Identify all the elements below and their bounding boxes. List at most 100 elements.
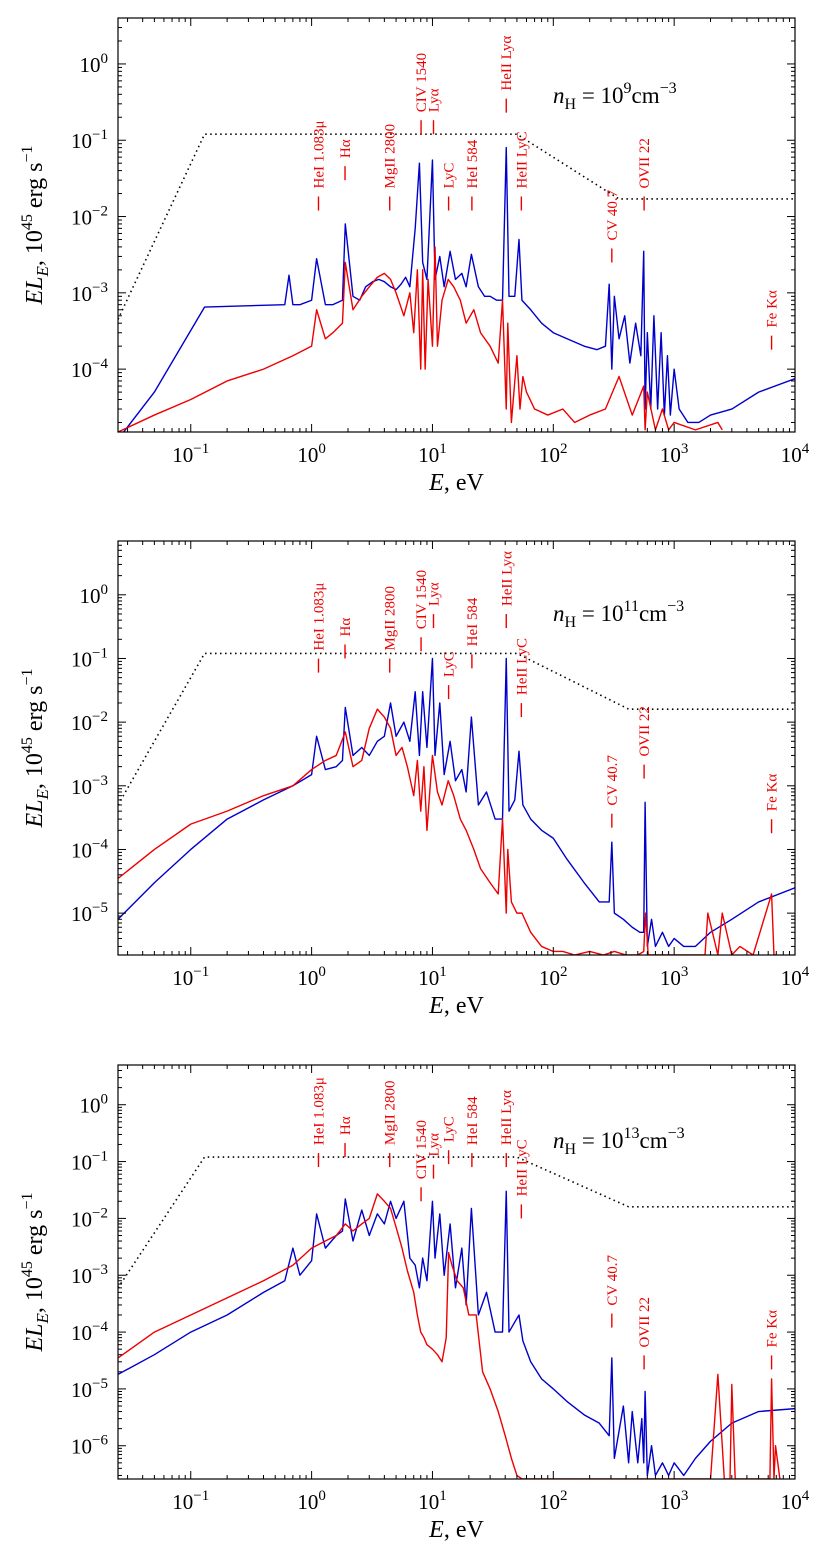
annotation-label: HeII LyC — [514, 1139, 530, 1196]
annotation-label: MgII 2800 — [383, 586, 399, 651]
y-tick-label: 10−1 — [71, 645, 108, 671]
density-label: nH = 109cm−3 — [553, 80, 677, 113]
x-tick-label: 102 — [539, 1488, 568, 1514]
annotation-label: Hα — [338, 1116, 354, 1135]
y-tick-label: 10−2 — [71, 1205, 108, 1231]
x-tick-label: 100 — [297, 964, 326, 990]
series-blue-line — [122, 146, 795, 432]
annotation-label: OVII 22 — [637, 138, 653, 188]
annotation-label: Hα — [338, 139, 354, 158]
y-axis-label: ELE, 1045 erg s−1 — [19, 146, 52, 306]
annotation-label: CIV 1540 — [414, 570, 430, 629]
series-incident-line — [118, 1156, 795, 1289]
x-tick-label: 10−1 — [172, 1488, 209, 1514]
y-axis-label: ELE, 1045 erg s−1 — [19, 1193, 52, 1353]
y-tick-label: 10−2 — [71, 709, 108, 735]
annotation-label: CIV 1540 — [414, 1120, 430, 1179]
annotation-label: LyC — [442, 651, 458, 677]
x-tick-label: 104 — [781, 964, 810, 990]
x-tick-label: 103 — [660, 1488, 689, 1514]
annotation-label: Hα — [338, 618, 354, 637]
density-label: nH = 1011cm−3 — [553, 598, 684, 631]
y-tick-label: 10−2 — [71, 204, 108, 230]
annotation-label: CV 40.7 — [605, 1255, 621, 1306]
annotation-label: HeII Lyα — [499, 1090, 515, 1145]
annotation-label: Lyα — [426, 88, 442, 112]
x-axis-label: E, eV — [428, 993, 484, 1019]
series-blue-line — [118, 657, 795, 948]
x-tick-label: 101 — [418, 441, 447, 467]
annotation-label: MgII 2800 — [383, 124, 399, 189]
y-tick-label: 100 — [80, 51, 109, 77]
annotation-label: OVII 22 — [637, 1297, 653, 1347]
y-tick-label: 100 — [80, 582, 109, 608]
y-axis-label: ELE, 1045 erg s−1 — [19, 669, 52, 829]
annotation-label: Lyα — [426, 582, 442, 606]
series-red-line — [118, 246, 723, 432]
annotation-label: LyC — [442, 1116, 458, 1142]
annotation-label: HeI 584 — [465, 597, 481, 646]
y-tick-label: 10−4 — [71, 1319, 108, 1345]
y-tick-label: 100 — [80, 1092, 109, 1118]
annotation-label: HeII Lyα — [499, 36, 515, 91]
x-tick-label: 104 — [781, 1488, 810, 1514]
annotation-label: HeII LyC — [514, 131, 530, 188]
y-tick-label: 10−5 — [71, 900, 108, 926]
x-tick-label: 102 — [539, 441, 568, 467]
annotation-label: Fe Kα — [765, 1310, 781, 1348]
x-axis-label: E, eV — [428, 470, 484, 496]
y-tick-label: 10−6 — [71, 1433, 108, 1459]
plot-frame — [117, 1064, 796, 1480]
x-tick-label: 10−1 — [172, 441, 209, 467]
series-blue-line — [118, 1190, 795, 1477]
x-tick-label: 101 — [418, 1488, 447, 1514]
x-tick-label: 10−1 — [172, 964, 209, 990]
x-tick-label: 100 — [297, 1488, 326, 1514]
annotation-label: HeI 1.083μ — [311, 583, 327, 651]
x-tick-label: 100 — [297, 441, 326, 467]
density-label: nH = 1013cm−3 — [553, 1125, 685, 1158]
annotation-label: HeI 584 — [465, 139, 481, 188]
series-incident-line — [118, 133, 795, 320]
annotation-label: HeI 584 — [465, 1096, 481, 1145]
series-red-line — [118, 708, 777, 955]
series-incident-line — [118, 652, 795, 806]
annotation-label: CV 40.7 — [605, 189, 621, 240]
y-tick-label: 10−4 — [71, 836, 108, 862]
x-tick-label: 101 — [418, 964, 447, 990]
annotation-label: OVII 22 — [637, 706, 653, 756]
annotation-label: CV 40.7 — [605, 755, 621, 806]
series-red-line — [118, 1193, 781, 1479]
annotation-label: HeII Lyα — [499, 551, 515, 606]
annotation-label: Lyα — [426, 1133, 442, 1157]
annotation-label: CIV 1540 — [414, 53, 430, 112]
y-tick-label: 10−5 — [71, 1376, 108, 1402]
plot-area — [118, 652, 795, 955]
x-tick-label: 103 — [660, 964, 689, 990]
annotation-label: LyC — [442, 163, 458, 189]
annotation-label: Fe Kα — [765, 290, 781, 328]
plot-frame — [117, 17, 796, 433]
x-tick-label: 102 — [539, 964, 568, 990]
y-tick-label: 10−1 — [71, 127, 108, 153]
plot-area — [118, 133, 795, 432]
annotation-label: HeI 1.083μ — [311, 120, 327, 188]
x-tick-label: 103 — [660, 441, 689, 467]
annotation-label: MgII 2800 — [383, 1080, 399, 1145]
y-tick-label: 10−3 — [71, 1262, 108, 1288]
annotation-label: HeI 1.083μ — [311, 1077, 327, 1145]
y-tick-label: 10−1 — [71, 1149, 108, 1175]
y-tick-label: 10−4 — [71, 356, 108, 382]
y-tick-label: 10−3 — [71, 773, 108, 799]
x-tick-label: 104 — [781, 441, 810, 467]
y-tick-label: 10−3 — [71, 280, 108, 306]
plot-area — [118, 1156, 795, 1479]
annotation-label: Fe Kα — [765, 774, 781, 812]
x-axis-label: E, eV — [428, 1517, 484, 1543]
annotation-label: HeII LyC — [514, 638, 530, 695]
plot-frame — [117, 540, 796, 956]
